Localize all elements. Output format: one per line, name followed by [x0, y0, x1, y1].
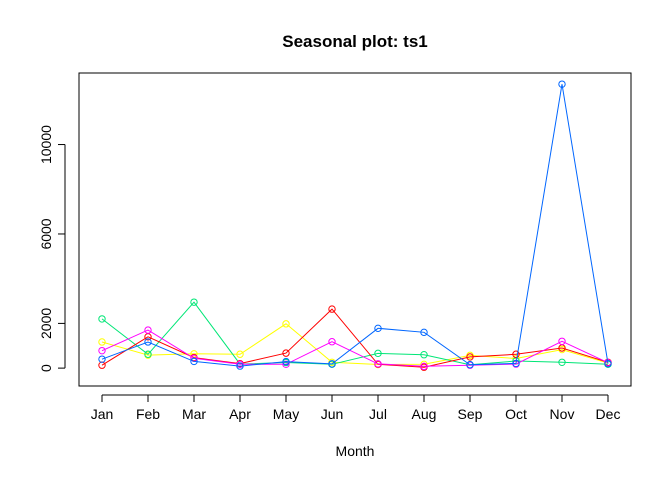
series-2-point-aug	[420, 351, 428, 359]
x-axis-label: Month	[336, 443, 375, 459]
x-tick-label-aug: Aug	[412, 406, 437, 422]
series-1-point-jan	[98, 338, 106, 346]
x-tick-label-dec: Dec	[596, 406, 621, 422]
chart-title: Seasonal plot: ts1	[282, 32, 427, 51]
plot-frame	[78, 72, 632, 387]
series-1-point-apr	[236, 350, 244, 358]
series-3-point-oct	[512, 350, 520, 358]
x-tick-label-jun: Jun	[321, 406, 344, 422]
y-tick-label-2000: 2000	[38, 308, 54, 339]
series-4-point-jul	[374, 360, 382, 368]
series-2-point-nov	[558, 358, 566, 367]
x-tick-label-feb: Feb	[136, 406, 160, 422]
x-tick-label-nov: Nov	[550, 406, 575, 422]
series-3-point-jan	[98, 361, 106, 369]
x-tick-label-may: May	[273, 406, 299, 422]
y-tick-label-0: 0	[38, 364, 54, 372]
series-5-point-oct	[512, 359, 520, 368]
series-5-point-jul	[374, 324, 382, 333]
x-tick-label-oct: Oct	[505, 406, 527, 422]
series-2-point-mar	[190, 298, 198, 306]
series-3-point-jun	[328, 305, 336, 313]
series-4-point-feb	[144, 326, 152, 334]
series-5-point-dec	[604, 359, 612, 368]
series-2-point-feb	[144, 350, 152, 358]
series-3-point-sep	[466, 353, 474, 361]
series-5-point-may	[282, 357, 290, 366]
series-4-point-jan	[98, 346, 106, 355]
y-tick-label-10000: 10000	[38, 125, 54, 164]
series-2-point-jan	[98, 315, 106, 323]
x-axis: Jan Feb Mar Apr May Jun Jul Aug Sep Oct Nov Dec	[91, 394, 621, 422]
x-tick-label-apr: Apr	[229, 406, 251, 422]
series-layer	[98, 80, 612, 371]
y-axis: 0 2000 6000 10000	[38, 125, 66, 372]
x-tick-label-sep: Sep	[458, 406, 483, 422]
series-1-point-mar	[190, 350, 198, 358]
y-tick-label-6000: 6000	[38, 218, 54, 249]
series-4-point-jun	[328, 338, 336, 346]
series-4-point-aug	[420, 362, 428, 371]
series-5-line	[101, 84, 609, 367]
series-1-point-may	[282, 320, 290, 328]
series-5-point-sep	[466, 361, 474, 369]
series-5-point-nov	[558, 80, 566, 88]
series-5-point-feb	[144, 338, 152, 346]
series-1	[98, 320, 612, 369]
x-tick-label-jan: Jan	[91, 406, 114, 422]
series-2	[98, 298, 612, 369]
series-2-point-jul	[374, 349, 382, 358]
series-2-line	[101, 301, 609, 366]
series-4-point-nov	[558, 337, 566, 345]
series-4-line	[101, 329, 609, 367]
x-tick-label-jul: Jul	[369, 406, 387, 422]
series-3-point-may	[282, 349, 290, 357]
series-5-point-aug	[420, 328, 428, 337]
series-3	[98, 305, 612, 371]
series-5-point-jun	[328, 360, 336, 368]
series-5-point-jan	[98, 355, 106, 363]
x-tick-label-mar: Mar	[182, 406, 206, 422]
series-5-point-mar	[190, 357, 198, 366]
series-5-point-apr	[236, 362, 244, 370]
series-5	[98, 80, 612, 370]
